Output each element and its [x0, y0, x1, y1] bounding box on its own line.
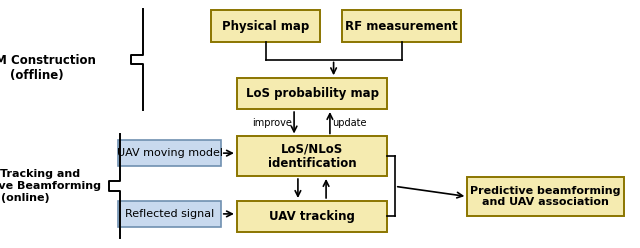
FancyBboxPatch shape: [118, 201, 221, 227]
FancyBboxPatch shape: [118, 140, 221, 166]
Text: LoS probability map: LoS probability map: [246, 87, 378, 100]
FancyBboxPatch shape: [467, 177, 624, 216]
FancyBboxPatch shape: [237, 201, 387, 232]
FancyBboxPatch shape: [237, 78, 387, 109]
Text: Predictive beamforming
and UAV association: Predictive beamforming and UAV associati…: [470, 186, 621, 207]
Text: Physical map: Physical map: [222, 20, 309, 32]
Text: LPM Construction
(offline): LPM Construction (offline): [0, 54, 95, 82]
FancyBboxPatch shape: [342, 10, 461, 42]
Text: RF measurement: RF measurement: [346, 20, 458, 32]
Text: Reflected signal: Reflected signal: [125, 209, 214, 219]
Text: improve: improve: [252, 118, 292, 128]
Text: update: update: [333, 118, 367, 128]
Text: UAV tracking: UAV tracking: [269, 210, 355, 223]
Text: UAV Tracking and
Predictive Beamforming
(online): UAV Tracking and Predictive Beamforming …: [0, 169, 101, 203]
Text: UAV moving model: UAV moving model: [116, 148, 223, 158]
Text: LoS/NLoS
identification: LoS/NLoS identification: [268, 142, 356, 170]
FancyBboxPatch shape: [237, 136, 387, 176]
FancyBboxPatch shape: [211, 10, 320, 42]
